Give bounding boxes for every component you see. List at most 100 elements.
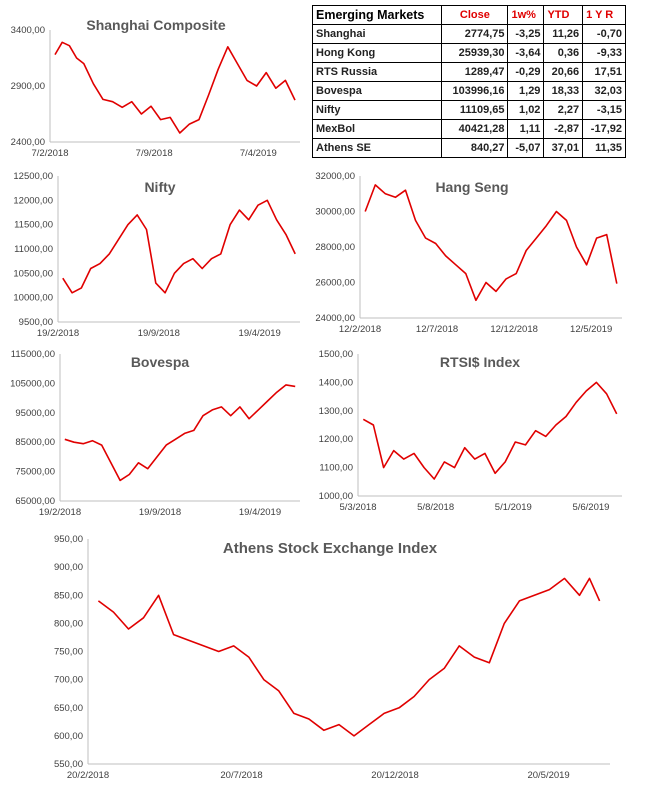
y-tick-label: 10000,00 (13, 293, 53, 304)
y-tick-label: 11000,00 (14, 244, 53, 255)
chart-svg: 9500,00 10000,00 10500,00 11000,00 11500,00 1… (13, 171, 300, 339)
x-tick-label: 7/9/2018 (136, 148, 173, 159)
y-tick-label: 1400,00 (319, 377, 353, 388)
series-line (362, 381, 618, 480)
series-line (97, 577, 601, 737)
y-tick-label: 85000,00 (15, 437, 55, 448)
y-tick-label: 3400,00 (11, 25, 45, 36)
chart-shanghai: 2400,00 2900,00 3400,00 7/2/2018 7/9/2018 7/4… (0, 0, 312, 172)
row-name: Nifty (311, 100, 443, 120)
row-ytd: -2,87 (543, 119, 584, 139)
header-ytd: YTD (543, 5, 584, 25)
y-tick-label: 850,00 (54, 590, 83, 601)
chart-svg: 24000,00 26000,00 28000,00 30000,00 32000,00… (315, 171, 622, 335)
y-tick-label: 800,00 (54, 618, 83, 629)
x-tick-label: 20/12/2018 (371, 770, 419, 781)
row-name: MexBol (311, 119, 443, 139)
row-close: 40421,28 (441, 119, 509, 139)
table-row: RTS Russia 1289,47 -0,29 20,66 17,51 (311, 62, 626, 82)
table-row: Bovespa 103996,16 1,29 18,33 32,03 (311, 81, 626, 101)
y-tick-label: 30000,00 (315, 207, 355, 218)
y-tick-label: 11500,00 (14, 220, 53, 231)
y-tick-label: 550,00 (54, 759, 83, 770)
chart-title: Shanghai Composite (86, 17, 225, 33)
chart-rtsi: 1000,00 1100,00 1200,00 1300,00 1400,00 1500,… (312, 347, 632, 522)
series-line (64, 384, 296, 482)
x-tick-label: 19/4/2019 (239, 328, 281, 339)
y-tick-label: 700,00 (54, 675, 83, 686)
row-1yr: 17,51 (582, 62, 626, 82)
row-1yr: 11,35 (582, 138, 626, 158)
y-tick-label: 1200,00 (319, 434, 353, 445)
y-tick-label: 900,00 (54, 562, 83, 573)
row-1w: 1,29 (507, 81, 545, 101)
header-1w: 1w% (507, 5, 545, 25)
row-name: RTS Russia (311, 62, 443, 82)
y-tick-label: 12500,00 (13, 171, 53, 182)
y-tick-label: 9500,00 (19, 317, 53, 328)
chart-svg: 2400,00 2900,00 3400,00 7/2/2018 7/9/2018 7/4… (11, 17, 300, 159)
chart-hangseng: 24000,00 26000,00 28000,00 30000,00 32000,00… (312, 171, 632, 347)
y-tick-label: 950,00 (54, 534, 83, 545)
table-row: Athens SE 840,27 -5,07 37,01 11,35 (311, 138, 626, 158)
x-tick-label: 12/7/2018 (416, 324, 458, 335)
y-tick-label: 750,00 (54, 647, 83, 658)
row-1w: -5,07 (507, 138, 545, 158)
y-tick-label: 1100,00 (319, 463, 353, 474)
y-tick-label: 2400,00 (11, 137, 45, 148)
y-tick-label: 26000,00 (315, 278, 355, 289)
series-line (54, 41, 296, 134)
x-tick-label: 19/9/2018 (138, 328, 180, 339)
x-tick-label: 5/3/2018 (340, 502, 377, 513)
x-tick-label: 12/12/2018 (490, 324, 538, 335)
row-close: 11109,65 (441, 100, 509, 120)
row-ytd: 0,36 (543, 43, 584, 63)
x-tick-label: 19/4/2019 (239, 507, 281, 518)
x-tick-label: 7/2/2018 (32, 148, 69, 159)
row-1yr: -9,33 (582, 43, 626, 63)
row-1w: -3,25 (507, 24, 545, 44)
series-line (62, 199, 296, 294)
row-1yr: -17,92 (582, 119, 626, 139)
y-tick-label: 115000,00 (11, 349, 55, 360)
x-tick-label: 19/2/2018 (37, 328, 79, 339)
table-row: Hong Kong 25939,30 -3,64 0,36 -9,33 (311, 43, 626, 63)
table-title: Emerging Markets (311, 5, 443, 25)
row-ytd: 18,33 (543, 81, 584, 101)
chart-athens: 550,00 600,00 650,00 700,00 750,00 800,00 850,… (0, 525, 632, 789)
y-tick-label: 32000,00 (315, 171, 355, 182)
x-tick-label: 12/2/2018 (339, 324, 381, 335)
y-tick-label: 650,00 (54, 703, 83, 714)
table-row: Nifty 11109,65 1,02 2,27 -3,15 (311, 100, 626, 120)
y-tick-label: 65000,00 (15, 496, 55, 507)
row-ytd: 2,27 (543, 100, 584, 120)
chart-nifty: 9500,00 10000,00 10500,00 11000,00 11500,00 1… (0, 171, 310, 347)
row-ytd: 37,01 (543, 138, 584, 158)
y-tick-label: 2900,00 (11, 81, 45, 92)
row-close: 103996,16 (441, 81, 509, 101)
chart-svg: 65000,00 75000,00 85000,00 95000,00 105000,0… (10, 349, 300, 518)
y-tick-label: 95000,00 (15, 408, 55, 419)
x-tick-label: 20/2/2018 (67, 770, 109, 781)
y-tick-label: 12000,00 (13, 195, 53, 206)
chart-title: Athens Stock Exchange Index (223, 540, 438, 557)
y-tick-label: 105000,00 (10, 378, 55, 389)
row-close: 2774,75 (441, 24, 509, 44)
chart-title: Bovespa (131, 354, 190, 370)
x-tick-label: 12/5/2019 (570, 324, 612, 335)
table-title-row: Emerging Markets Close 1w% YTD 1 Y R (311, 5, 626, 25)
row-close: 25939,30 (441, 43, 509, 63)
table-row: MexBol 40421,28 1,11 -2,87 -17,92 (311, 119, 626, 139)
table-row: Shanghai 2774,75 -3,25 11,26 -0,70 (311, 24, 626, 44)
chart-title: RTSI$ Index (440, 354, 520, 370)
y-tick-label: 1000,00 (319, 491, 353, 502)
row-name: Bovespa (311, 81, 443, 101)
row-1yr: 32,03 (582, 81, 626, 101)
row-name: Hong Kong (311, 43, 443, 63)
row-ytd: 20,66 (543, 62, 584, 82)
chart-bovespa: 65000,00 75000,00 85000,00 95000,00 105000,0… (0, 347, 310, 522)
header-close: Close (441, 5, 509, 25)
x-tick-label: 5/8/2018 (417, 502, 454, 513)
row-ytd: 11,26 (543, 24, 584, 44)
y-tick-label: 10500,00 (13, 268, 53, 279)
